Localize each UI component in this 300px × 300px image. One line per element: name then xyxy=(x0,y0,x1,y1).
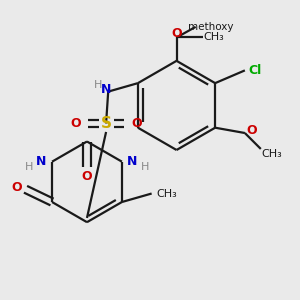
Text: S: S xyxy=(100,116,112,131)
Text: O: O xyxy=(171,27,182,40)
Text: methoxy: methoxy xyxy=(188,22,233,32)
Text: N: N xyxy=(127,155,138,168)
Text: Cl: Cl xyxy=(249,64,262,77)
Text: N: N xyxy=(101,83,111,96)
Text: O: O xyxy=(132,117,142,130)
Text: CH₃: CH₃ xyxy=(261,149,282,159)
Text: H: H xyxy=(141,162,149,172)
Text: O: O xyxy=(246,124,256,137)
Text: O: O xyxy=(12,181,22,194)
Text: O: O xyxy=(70,117,81,130)
Text: H: H xyxy=(25,162,33,172)
Text: H: H xyxy=(93,80,102,90)
Text: O: O xyxy=(82,170,92,183)
Text: N: N xyxy=(36,155,46,168)
Text: CH₃: CH₃ xyxy=(203,32,224,43)
Text: CH₃: CH₃ xyxy=(156,188,177,199)
